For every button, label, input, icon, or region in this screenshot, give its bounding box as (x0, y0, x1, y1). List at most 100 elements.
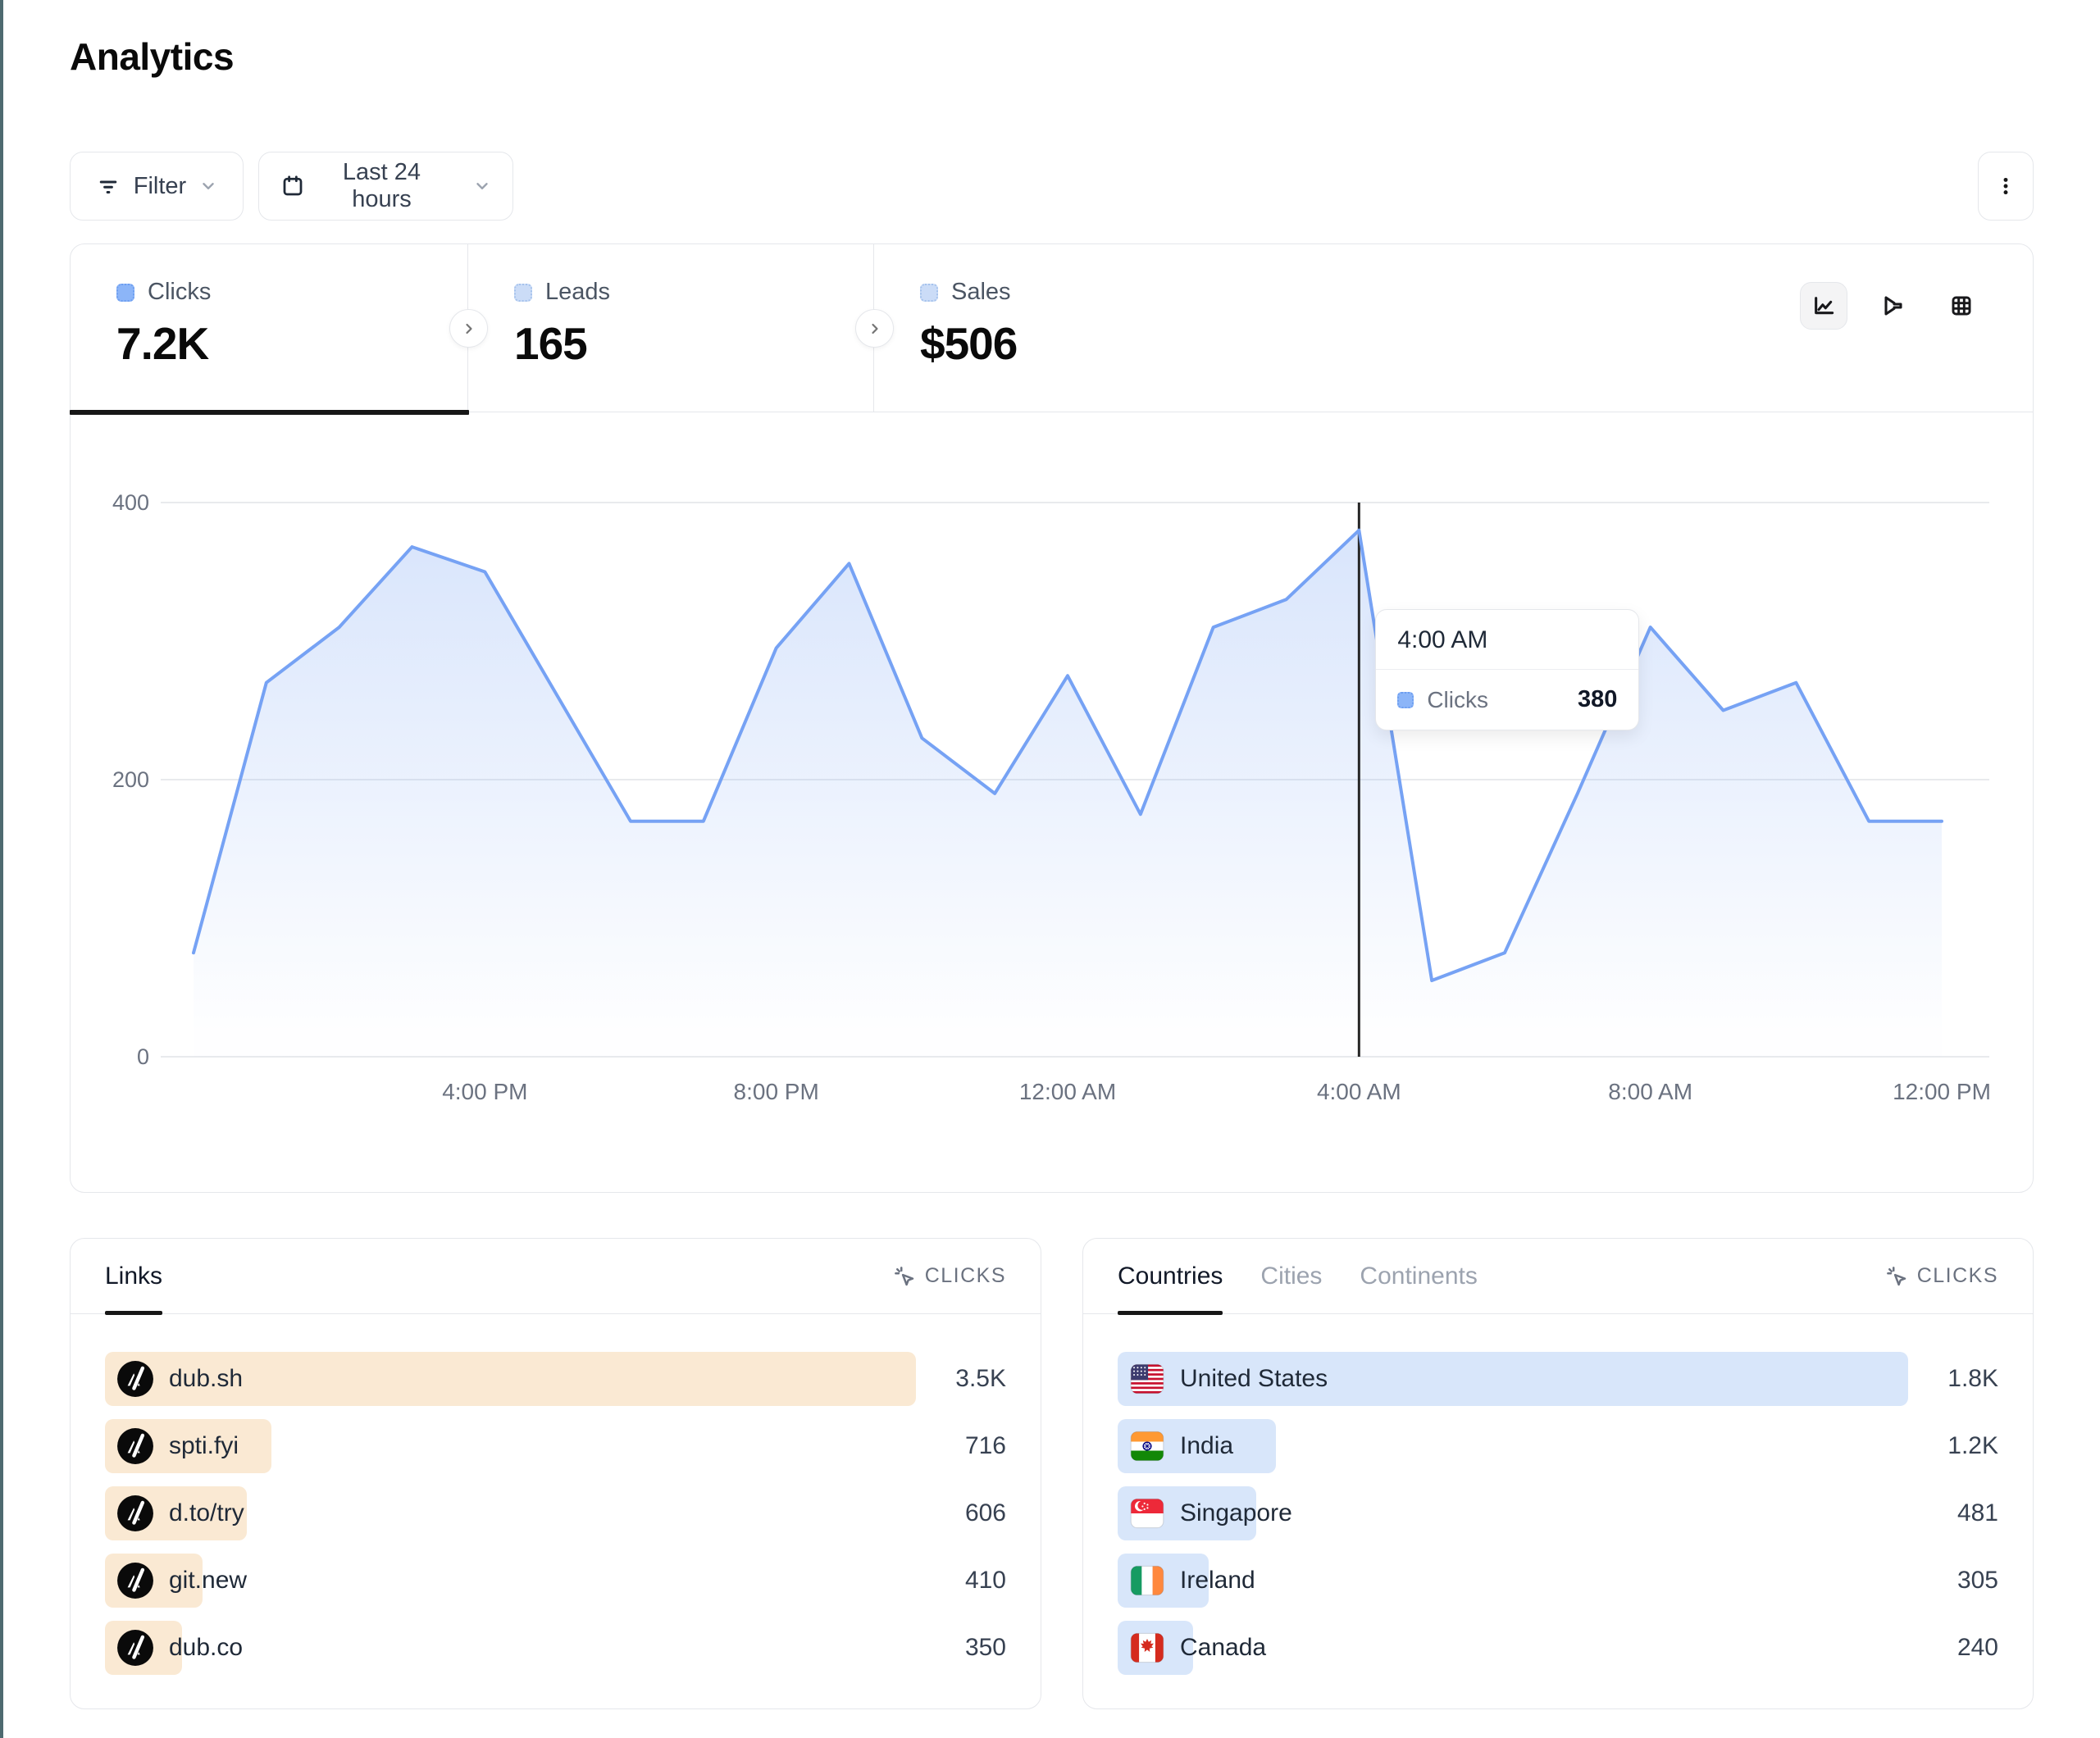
link-row[interactable]: d.to/try 606 (105, 1486, 1006, 1540)
geo-panel-header: Countries Cities Continents CLICKS (1083, 1239, 2033, 1315)
calendar-icon (280, 174, 305, 198)
line-chart-icon (1811, 293, 1837, 319)
row-bar (105, 1352, 916, 1406)
y-axis-tick: 0 (137, 1044, 149, 1069)
date-range-label: Last 24 hours (342, 159, 421, 212)
tab-leads[interactable]: Leads 165 (468, 244, 874, 412)
geo-rows: United States 1.8K India 1.2K Singapore 481… (1083, 1314, 2033, 1675)
row-value: 1.2K (1947, 1432, 1998, 1459)
chart-tooltip: 4:00 AM Clicks 380 (1375, 609, 1640, 730)
sales-legend-swatch (920, 283, 938, 302)
more-options-button[interactable] (1978, 152, 2034, 221)
country-row[interactable]: India 1.2K (1118, 1419, 1998, 1473)
cursor-click-icon (892, 1264, 917, 1289)
chart-canvas[interactable]: 0 200 400 4:00 PM 8:00 PM 12:00 AM 4:00 AM 8:00… (71, 412, 2032, 1192)
row-label: Canada (1180, 1634, 1267, 1661)
row-label: dub.co (169, 1634, 244, 1661)
x-axis-tick: 4:00 AM (1317, 1079, 1401, 1104)
x-axis-tick: 8:00 AM (1608, 1079, 1692, 1104)
row-label: Ireland (1180, 1567, 1255, 1594)
link-row[interactable]: git.new 410 (105, 1554, 1006, 1608)
row-value: 481 (1957, 1499, 1998, 1526)
analytics-card: Clicks 7.2K Leads 165 Sales $506 (69, 243, 2034, 1193)
flag-ie-icon (1129, 1563, 1165, 1599)
tab-sales[interactable]: Sales $506 (874, 244, 2033, 412)
links-panel-header: Links CLICKS (71, 1239, 1041, 1315)
row-label: dub.sh (169, 1365, 244, 1392)
filter-lines-icon (96, 174, 121, 198)
x-axis-tick: 12:00 PM (1893, 1079, 1991, 1104)
clicks-timeseries-chart[interactable]: 0 200 400 4:00 PM 8:00 PM 12:00 AM 4:00 AM 8:00… (71, 412, 2032, 1192)
leads-value: 165 (514, 318, 588, 369)
tab-cities[interactable]: Cities (1260, 1262, 1323, 1290)
geo-panel: Countries Cities Continents CLICKS Unite… (1082, 1238, 2034, 1709)
row-label: d.to/try (169, 1499, 244, 1526)
table-view-button[interactable] (1938, 282, 1985, 330)
link-row[interactable]: dub.sh 3.5K (105, 1352, 1006, 1406)
window-edge-strip (0, 0, 3, 1738)
row-label: India (1180, 1432, 1234, 1459)
stats-row: Clicks 7.2K Leads 165 Sales $506 (69, 244, 2033, 415)
page-title: Analytics (70, 35, 235, 78)
row-label: git.new (169, 1567, 248, 1594)
filter-button-label: Filter (133, 172, 187, 199)
dub-logo-icon (116, 1495, 154, 1532)
flag-ca-icon (1129, 1630, 1165, 1666)
active-tab-underline (69, 410, 469, 415)
sales-label: Sales (951, 279, 1011, 305)
tab-links[interactable]: Links (105, 1239, 163, 1315)
funnel-view-button[interactable] (1869, 282, 1916, 330)
tab-clicks[interactable]: Clicks 7.2K (69, 244, 469, 415)
tooltip-legend-swatch (1397, 691, 1414, 708)
row-label: spti.fyi (169, 1432, 239, 1459)
sales-value: $506 (920, 318, 1018, 369)
flag-sg-icon (1129, 1495, 1165, 1531)
chevron-down-icon (473, 177, 491, 195)
x-axis-tick: 4:00 PM (442, 1079, 527, 1104)
links-rows: dub.sh 3.5K spti.fyi 716 d.to/try 606 git.n… (71, 1314, 1041, 1675)
tab-countries[interactable]: Countries (1118, 1239, 1223, 1315)
line-chart-view-button[interactable] (1800, 282, 1847, 330)
country-row[interactable]: United States 1.8K (1118, 1352, 1998, 1406)
dub-logo-icon (116, 1427, 154, 1465)
dub-logo-icon (116, 1562, 154, 1599)
clicks-label: Clicks (148, 279, 212, 305)
dub-logo-icon (116, 1629, 154, 1667)
row-value: 1.8K (1947, 1365, 1998, 1392)
row-bar (1118, 1352, 1908, 1406)
link-row[interactable]: dub.co 350 (105, 1621, 1006, 1675)
row-value: 606 (964, 1499, 1006, 1526)
links-metric-selector[interactable]: CLICKS (892, 1264, 1006, 1289)
date-range-button[interactable]: Last 24 hours (258, 152, 513, 221)
country-row[interactable]: Singapore 481 (1118, 1486, 1998, 1540)
geo-metric-selector[interactable]: CLICKS (1884, 1264, 1998, 1289)
row-label: Singapore (1180, 1499, 1292, 1526)
links-metric-label: CLICKS (924, 1264, 1006, 1287)
country-row[interactable]: Canada 240 (1118, 1621, 1998, 1675)
flag-us-icon (1129, 1361, 1165, 1397)
row-value: 305 (1957, 1567, 1998, 1594)
x-axis-tick: 8:00 PM (734, 1079, 819, 1104)
tooltip-series-label: Clicks (1427, 686, 1488, 712)
filter-button[interactable]: Filter (70, 152, 244, 221)
chart-view-toggles (1800, 282, 1985, 330)
geo-metric-label: CLICKS (1916, 1264, 1998, 1287)
x-axis-tick: 12:00 AM (1019, 1079, 1116, 1104)
row-value: 410 (964, 1567, 1006, 1594)
row-value: 350 (964, 1634, 1006, 1661)
tooltip-time: 4:00 AM (1376, 610, 1639, 670)
chevron-down-icon (199, 177, 217, 195)
cursor-click-icon (1884, 1264, 1909, 1289)
link-row[interactable]: spti.fyi 716 (105, 1419, 1006, 1473)
expand-clicks-button[interactable] (449, 309, 488, 348)
expand-leads-button[interactable] (855, 309, 894, 348)
flag-in-icon (1129, 1428, 1165, 1464)
y-axis-tick: 200 (112, 767, 149, 792)
country-row[interactable]: Ireland 305 (1118, 1554, 1998, 1608)
funnel-icon (1879, 293, 1906, 319)
leads-label: Leads (545, 279, 611, 305)
dub-logo-icon (116, 1360, 154, 1398)
tab-continents[interactable]: Continents (1360, 1262, 1478, 1290)
table-grid-icon (1948, 293, 1975, 319)
